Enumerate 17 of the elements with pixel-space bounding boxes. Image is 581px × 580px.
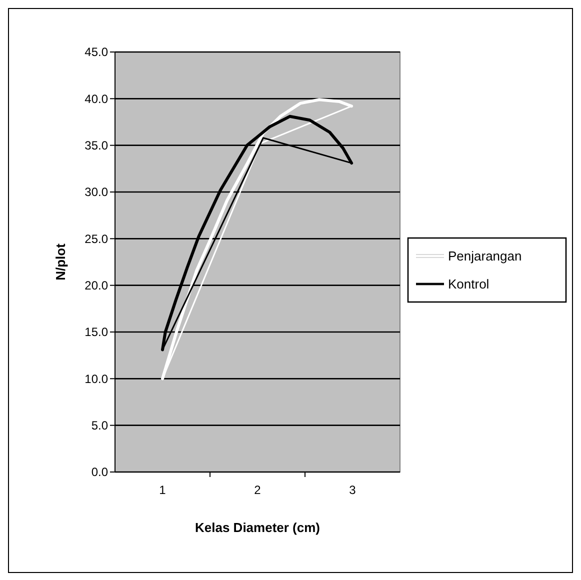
y-tick-label: 40.0 [84, 92, 108, 106]
y-tick-label: 25.0 [84, 232, 108, 246]
x-tick-label: 1 [159, 483, 166, 497]
legend-label: Penjarangan [448, 248, 522, 264]
x-axis-title: Kelas Diameter (cm) [195, 520, 320, 535]
y-tick-label: 20.0 [84, 278, 108, 293]
legend-label: Kontrol [448, 276, 490, 292]
y-tick-label: 30.0 [84, 185, 108, 200]
y-tick-label: 0.0 [91, 465, 108, 480]
y-tick-label: 45.0 [84, 45, 108, 60]
y-tick-label: 15.0 [84, 325, 108, 340]
y-tick-label: 35.0 [84, 138, 108, 153]
x-tick-label: 3 [349, 483, 356, 497]
x-tick-label: 2 [254, 483, 262, 497]
y-tick-label: 5.0 [91, 418, 108, 433]
y-tick-label: 10.0 [84, 372, 108, 386]
y-axis-title: N/plot [53, 242, 68, 280]
